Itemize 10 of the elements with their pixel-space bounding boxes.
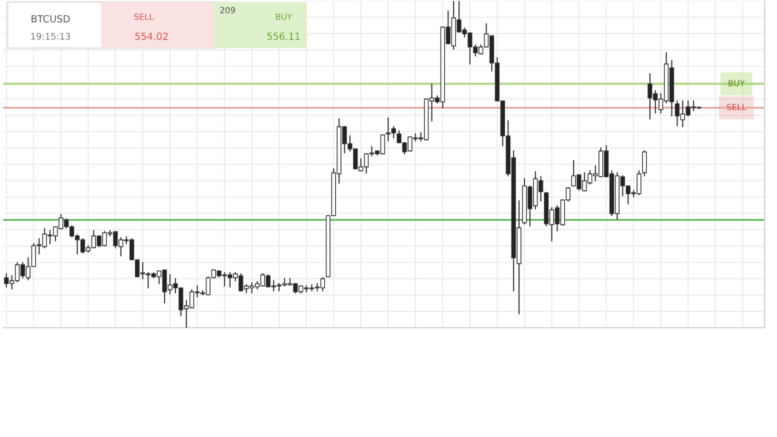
annotation: 19:15:13 <box>31 32 70 40</box>
annotation: 556.11 <box>267 32 300 40</box>
ref-line-label: SELL <box>727 104 746 110</box>
annotation: BUY <box>276 14 292 20</box>
annotation: 209 <box>220 7 236 14</box>
ref-line-label: BUY <box>728 80 745 86</box>
annotation: SELL <box>134 14 154 20</box>
annotation: BTCUSD <box>32 15 70 22</box>
annotation: 554.02 <box>135 32 168 40</box>
candlestick <box>642 150 647 176</box>
